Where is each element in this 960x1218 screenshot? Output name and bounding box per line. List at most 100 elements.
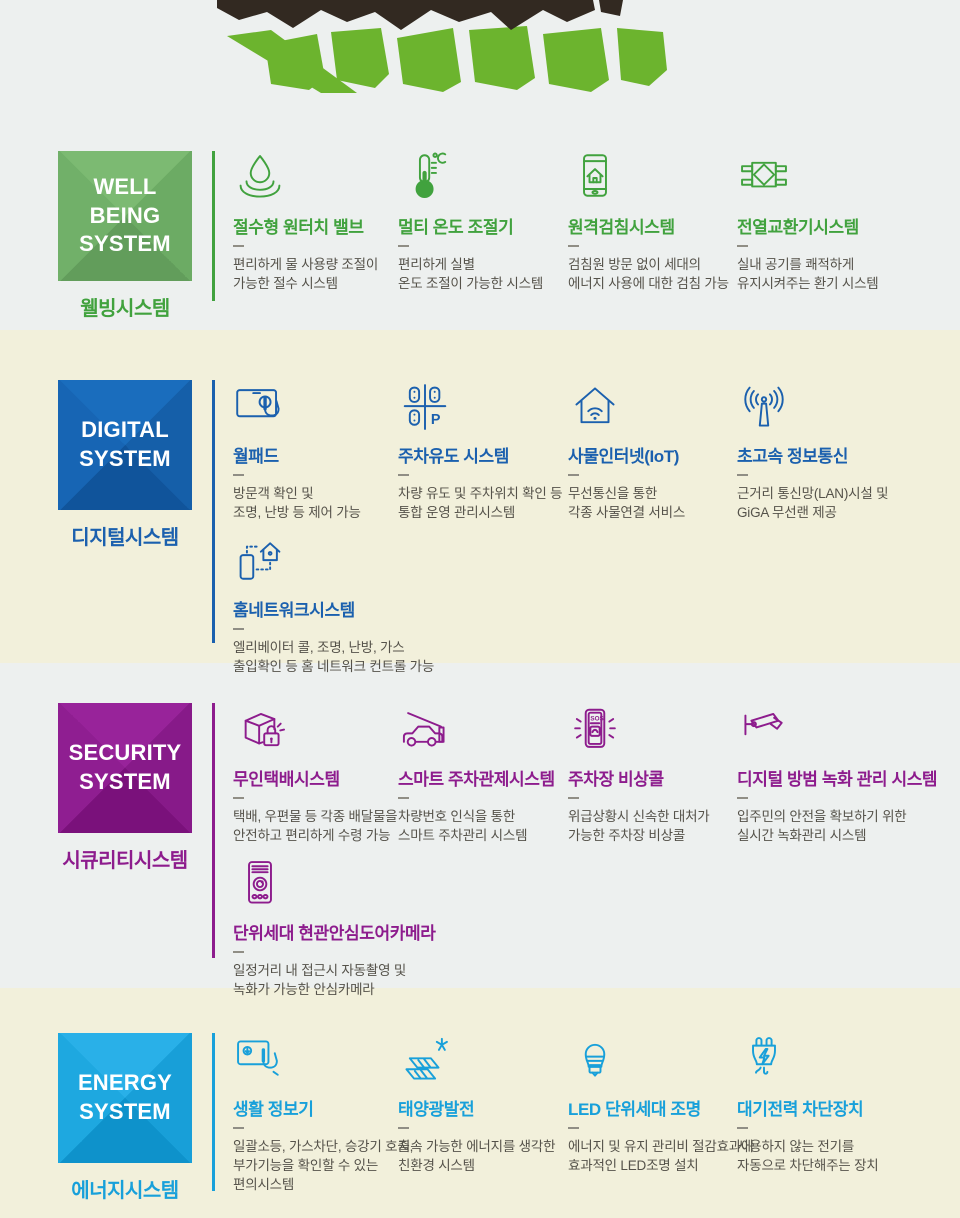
water-drop-icon <box>233 151 398 207</box>
home-network-icon <box>233 534 398 590</box>
iot-house-icon <box>568 380 737 436</box>
cctv-icon <box>737 703 960 759</box>
parcel-locker-icon <box>233 703 398 759</box>
feature-title: 단위세대 현관안심도어카메라 <box>233 924 436 944</box>
remote-metering-icon <box>568 151 737 207</box>
car-barrier-icon <box>398 703 568 759</box>
badge-label: 디지털시스템 <box>71 527 179 549</box>
feature-description: 지속 가능한 에너지를 생각한 친환경 시스템 <box>398 1139 556 1174</box>
feature-item: 원격검침시스템 검침원 방문 없이 세대의 에너지 사용에 대한 검침 가능 <box>568 151 737 293</box>
dash-divider <box>233 628 244 631</box>
feature-description: 일정거리 내 접근시 자동촬영 및 녹화가 가능한 안심카메라 <box>233 963 407 998</box>
vertical-divider <box>212 151 215 301</box>
feature-title: 멀티 온도 조절기 <box>398 218 514 237</box>
feature-description: 입주민의 안전을 확보하기 위한 실시간 녹화관리 시스템 <box>737 809 907 844</box>
info-terminal-icon <box>233 1033 398 1089</box>
solar-panel-icon <box>398 1033 568 1089</box>
badge-title: WELL BEING SYSTEM <box>79 174 171 257</box>
feature-description: 차량 유도 및 주차위치 확인 등 통합 운영 관리시스템 <box>398 486 563 521</box>
parking-guidance-icon <box>398 380 568 436</box>
feature-item: 무인택배시스템 택배, 우편물 등 각종 배달물을 안전하고 편리하게 수령 가… <box>233 703 398 845</box>
dash-divider <box>737 797 748 799</box>
badge-column: SECURITY SYSTEM 시큐리티시스템 <box>0 703 212 873</box>
feature-item: 스마트 주차관제시스템 차량번호 인식을 통한 스마트 주차관리 시스템 <box>398 703 568 845</box>
badge-title: DIGITAL SYSTEM <box>79 417 171 471</box>
vertical-divider <box>212 703 215 958</box>
heat-exchanger-icon <box>737 151 960 207</box>
system-badge: WELL BEING SYSTEM <box>58 151 192 281</box>
feature-title: 초고속 정보통신 <box>737 447 849 466</box>
feature-title: 사물인터넷(IoT) <box>568 447 680 466</box>
feature-grid: 월패드 방문객 확인 및 조명, 난방 등 제어 가능 주차유도 시스템 차량 … <box>233 380 960 677</box>
badge-label: 시큐리티시스템 <box>62 850 188 872</box>
antenna-icon <box>737 380 960 436</box>
feature-item: 전열교환기시스템 실내 공기를 쾌적하게 유지시켜주는 환기 시스템 <box>737 151 960 293</box>
dash-divider <box>233 951 244 954</box>
dash-divider <box>737 245 748 247</box>
led-bulb-icon <box>568 1033 737 1089</box>
feature-description: 택배, 우편물 등 각종 배달물을 안전하고 편리하게 수령 가능 <box>233 809 398 844</box>
section-security: SECURITY SYSTEM 시큐리티시스템 무인택배시스템 택배, 우편물 … <box>0 663 960 997</box>
feature-title: 디지털 방범 녹화 관리 시스템 <box>737 770 938 789</box>
dash-divider <box>568 245 579 247</box>
feature-description: 엘리베이터 콜, 조명, 난방, 가스 출입확인 등 홈 네트워크 컨트롤 가능 <box>233 640 435 675</box>
wallpad-icon <box>233 380 398 436</box>
dash-divider <box>737 1127 748 1129</box>
feature-description: 차량번호 인식을 통한 스마트 주차관리 시스템 <box>398 809 528 844</box>
section-digital: DIGITAL SYSTEM 디지털시스템 월패드 방문객 확인 및 조명, 난… <box>0 330 960 674</box>
system-badge: ENERGY SYSTEM <box>58 1033 192 1163</box>
system-badge: SECURITY SYSTEM <box>58 703 192 833</box>
dash-divider <box>398 245 409 247</box>
feature-item: 대기전력 차단장치 사용하지 않는 전기를 자동으로 차단해주는 장치 <box>737 1033 960 1194</box>
dash-divider <box>568 1127 579 1129</box>
feature-title: 주차장 비상콜 <box>568 770 664 789</box>
feature-grid: 생활 정보기 일괄소등, 가스차단, 승강기 호출, 부가기능을 확인할 수 있… <box>233 1033 960 1194</box>
feature-grid: 무인택배시스템 택배, 우편물 등 각종 배달물을 안전하고 편리하게 수령 가… <box>233 703 960 1000</box>
feature-title: 절수형 원터치 밸브 <box>233 218 364 237</box>
clipped-title-graphic <box>217 0 667 93</box>
feature-description: 편리하게 물 사용량 조절이 가능한 절수 시스템 <box>233 257 379 292</box>
feature-description: 방문객 확인 및 조명, 난방 등 제어 가능 <box>233 486 361 521</box>
dash-divider <box>233 474 244 476</box>
section-wellbeing: WELL BEING SYSTEM 웰빙시스템 절수형 원터치 밸브 편리하게 … <box>0 115 960 330</box>
dash-divider <box>398 474 409 476</box>
dash-divider <box>398 797 409 799</box>
feature-item: 월패드 방문객 확인 및 조명, 난방 등 제어 가능 <box>233 380 398 522</box>
feature-item: 초고속 정보통신 근거리 통신망(LAN)시설 및 GiGA 무선랜 제공 <box>737 380 960 522</box>
door-camera-icon <box>233 857 398 913</box>
dash-divider <box>737 474 748 476</box>
feature-item: 주차유도 시스템 차량 유도 및 주차위치 확인 등 통합 운영 관리시스템 <box>398 380 568 522</box>
feature-description: 일괄소등, 가스차단, 승강기 호출, 부가기능을 확인할 수 있는 편의시스템 <box>233 1139 414 1193</box>
feature-title: 무인택배시스템 <box>233 770 340 789</box>
vertical-divider <box>212 1033 215 1191</box>
badge-column: WELL BEING SYSTEM 웰빙시스템 <box>0 151 212 321</box>
feature-title: 생활 정보기 <box>233 1100 314 1119</box>
section-energy: ENERGY SYSTEM 에너지시스템 생활 정보기 일괄소등, 가스차단, … <box>0 988 960 1218</box>
feature-title: 대기전력 차단장치 <box>737 1100 864 1119</box>
sos-callbox-icon <box>568 703 737 759</box>
feature-item: 주차장 비상콜 위급상황시 신속한 대처가 가능한 주차장 비상콜 <box>568 703 737 845</box>
badge-title: ENERGY SYSTEM <box>77 1070 173 1124</box>
thermometer-icon <box>398 151 568 207</box>
badge-title: SECURITY SYSTEM <box>68 740 182 794</box>
feature-item: 홈네트워크시스템 엘리베이터 콜, 조명, 난방, 가스 출입확인 등 홈 네트… <box>233 534 435 676</box>
dash-divider <box>398 1127 409 1129</box>
dash-divider <box>233 245 244 247</box>
feature-item: LED 단위세대 조명 에너지 및 유지 관리비 절감효과에 효과적인 LED조… <box>568 1033 754 1194</box>
feature-item: 단위세대 현관안심도어카메라 일정거리 내 접근시 자동촬영 및 녹화가 가능한… <box>233 857 436 999</box>
system-badge: DIGITAL SYSTEM <box>58 380 192 510</box>
badge-column: DIGITAL SYSTEM 디지털시스템 <box>0 380 212 550</box>
feature-description: 검침원 방문 없이 세대의 에너지 사용에 대한 검침 가능 <box>568 257 729 292</box>
feature-description: 무선통신을 통한 각종 사물연결 서비스 <box>568 486 686 521</box>
badge-column: ENERGY SYSTEM 에너지시스템 <box>0 1033 212 1203</box>
feature-description: 에너지 및 유지 관리비 절감효과에 효과적인 LED조명 설치 <box>568 1139 754 1174</box>
feature-title: 홈네트워크시스템 <box>233 601 355 621</box>
feature-title: 전열교환기시스템 <box>737 218 859 237</box>
dash-divider <box>233 797 244 799</box>
sections-root: WELL BEING SYSTEM 웰빙시스템 절수형 원터치 밸브 편리하게 … <box>0 115 960 1218</box>
top-banner <box>0 0 960 115</box>
feature-item: 태양광발전 지속 가능한 에너지를 생각한 친환경 시스템 <box>398 1033 568 1194</box>
badge-label: 에너지시스템 <box>71 1180 179 1202</box>
feature-item: 생활 정보기 일괄소등, 가스차단, 승강기 호출, 부가기능을 확인할 수 있… <box>233 1033 414 1194</box>
